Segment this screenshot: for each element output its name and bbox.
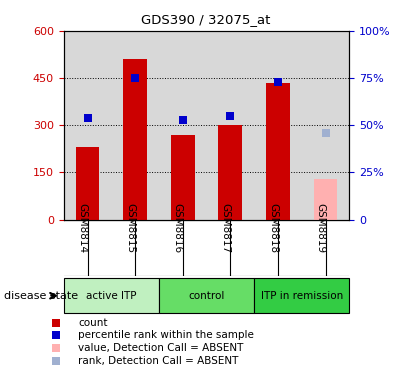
Text: GSM8815: GSM8815 <box>125 203 135 253</box>
Text: ITP in remission: ITP in remission <box>261 291 343 300</box>
Text: control: control <box>188 291 225 300</box>
Bar <box>254 278 349 313</box>
Text: GSM8816: GSM8816 <box>173 203 183 253</box>
Bar <box>64 278 159 313</box>
Bar <box>159 278 254 313</box>
Bar <box>218 125 242 220</box>
Bar <box>123 59 147 220</box>
Text: percentile rank within the sample: percentile rank within the sample <box>78 330 254 340</box>
Text: GSM8818: GSM8818 <box>268 203 278 253</box>
Text: active ITP: active ITP <box>86 291 136 300</box>
Bar <box>266 83 290 220</box>
Bar <box>171 135 195 220</box>
Bar <box>76 147 99 220</box>
Text: GSM8819: GSM8819 <box>316 203 326 253</box>
Text: GSM8814: GSM8814 <box>78 203 88 253</box>
Bar <box>314 179 337 220</box>
Text: GSM8817: GSM8817 <box>220 203 230 253</box>
Text: rank, Detection Call = ABSENT: rank, Detection Call = ABSENT <box>78 356 238 366</box>
Text: disease state: disease state <box>4 291 78 301</box>
Text: value, Detection Call = ABSENT: value, Detection Call = ABSENT <box>78 343 243 353</box>
Text: GDS390 / 32075_at: GDS390 / 32075_at <box>141 13 270 26</box>
Text: count: count <box>78 318 108 328</box>
